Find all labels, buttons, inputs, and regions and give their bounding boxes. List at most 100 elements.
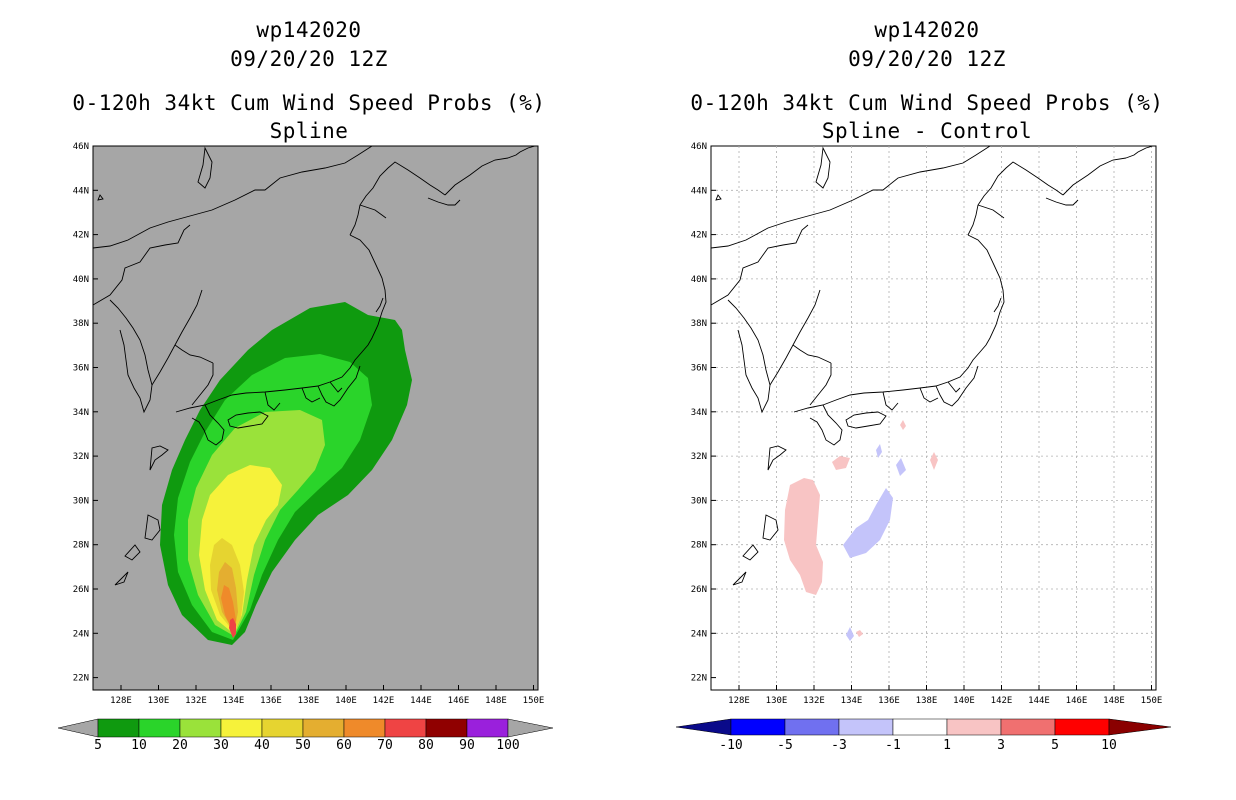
latitude-label: 22N <box>73 674 89 684</box>
colorbar-high-arrow <box>1108 718 1172 736</box>
contour-negative-1 <box>843 488 893 558</box>
colorbar-swatch <box>97 718 140 738</box>
latitude-labels: 46N 44N 42N 40N 38N 36N 34N 32N 30N 28N 26N 24N 22N <box>73 142 89 684</box>
latitude-label: 38N <box>691 319 707 329</box>
axis-ticks <box>711 145 1152 690</box>
latitude-label: 42N <box>691 231 707 241</box>
latitude-label: 36N <box>73 364 89 374</box>
latitude-label: 46N <box>691 142 707 152</box>
colorbar-swatch <box>1000 718 1056 736</box>
latitude-labels: 46N 44N 42N 40N 38N 36N 34N 32N 30N 28N 26N 24N 22N <box>691 142 707 684</box>
contour-positive-1 <box>930 452 938 470</box>
datetime-title: 09/20/20 12Z <box>848 47 1006 71</box>
product-title: 0-120h 34kt Cum Wind Speed Probs (%) <box>690 91 1164 115</box>
latitude-label: 24N <box>691 629 707 639</box>
longitude-label: 130E <box>148 696 170 706</box>
colorbar-swatch <box>892 718 948 736</box>
longitude-label: 136E <box>260 696 282 706</box>
colorbar-swatch <box>425 718 468 738</box>
colorbar-swatch <box>179 718 222 738</box>
longitude-label: 148E <box>485 696 507 706</box>
longitude-label: 128E <box>728 696 750 706</box>
colorbar-label: 20 <box>172 738 188 753</box>
colorbar-low-arrow <box>675 718 732 736</box>
colorbar-low-arrow <box>57 718 99 738</box>
colorbar-swatch <box>220 718 263 738</box>
latitude-label: 26N <box>73 585 89 595</box>
longitude-label: 134E <box>841 696 863 706</box>
longitude-label: 138E <box>298 696 320 706</box>
contour-70 <box>229 618 236 638</box>
latitude-label: 28N <box>73 541 89 551</box>
colorbar-label: 100 <box>496 738 519 753</box>
colorbar-high-arrow <box>507 718 554 738</box>
longitude-label: 132E <box>803 696 825 706</box>
colorbar-label: 3 <box>997 738 1005 753</box>
probability-contours <box>160 302 412 645</box>
latitude-label: 40N <box>691 275 707 285</box>
right-panel: wp142020 09/20/20 12Z 0-120h 34kt Cum Wi… <box>618 0 1236 800</box>
left-panel: wp142020 09/20/20 12Z 0-120h 34kt Cum Wi… <box>57 18 554 753</box>
latitude-label: 32N <box>691 452 707 462</box>
axis-ticks <box>93 145 534 690</box>
latitude-label: 22N <box>691 674 707 684</box>
colorbar-label: 10 <box>1101 738 1117 753</box>
colorbar-label: 80 <box>418 738 434 753</box>
colorbar-label: -1 <box>885 738 901 753</box>
colorbar: -10 -5 -3 -1 1 3 5 10 <box>675 718 1172 753</box>
coastlines <box>710 145 1154 586</box>
longitude-label: 138E <box>916 696 938 706</box>
colorbar-swatch <box>1054 718 1110 736</box>
product-title: 0-120h 34kt Cum Wind Speed Probs (%) <box>72 91 546 115</box>
latitude-label: 28N <box>691 541 707 551</box>
storm-id-title: wp142020 <box>256 18 362 42</box>
colorbar-label: 1 <box>943 738 951 753</box>
longitude-label: 142E <box>991 696 1013 706</box>
colorbar-label: 30 <box>213 738 229 753</box>
colorbar-swatch <box>784 718 840 736</box>
longitude-label: 134E <box>223 696 245 706</box>
colorbar-label: -10 <box>719 738 742 753</box>
contour-negative-1 <box>896 458 906 476</box>
contour-negative-1 <box>876 444 882 458</box>
colorbar-label: -5 <box>777 738 793 753</box>
difference-contours <box>784 420 938 641</box>
longitude-label: 148E <box>1103 696 1125 706</box>
longitude-label: 146E <box>1066 696 1088 706</box>
contour-positive-1 <box>832 456 850 470</box>
latitude-label: 38N <box>73 319 89 329</box>
storm-id-title: wp142020 <box>874 18 980 42</box>
latitude-label: 42N <box>73 231 89 241</box>
colorbar-swatch <box>730 718 786 736</box>
subtitle: Spline <box>269 119 349 143</box>
gridlines <box>711 146 1156 690</box>
latitude-label: 30N <box>691 496 707 506</box>
colorbar-swatch <box>384 718 427 738</box>
coastlines <box>92 145 536 586</box>
longitude-label: 150E <box>1141 696 1163 706</box>
longitude-labels: 128E 130E 132E 134E 136E 138E 140E 142E 144E 146E… <box>110 696 544 706</box>
longitude-label: 146E <box>448 696 470 706</box>
colorbar-swatch <box>838 718 894 736</box>
longitude-label: 140E <box>335 696 357 706</box>
colorbar-swatch <box>302 718 345 738</box>
colorbar: 5 10 20 30 40 50 60 70 80 90 100 <box>57 718 554 753</box>
longitude-label: 132E <box>185 696 207 706</box>
colorbar-label: 90 <box>459 738 475 753</box>
contour-positive-1 <box>900 420 906 430</box>
longitude-label: 136E <box>878 696 900 706</box>
contour-negative-1 <box>846 627 854 641</box>
datetime-title: 09/20/20 12Z <box>230 47 388 71</box>
latitude-label: 26N <box>691 585 707 595</box>
contour-positive-1 <box>784 478 823 595</box>
latitude-label: 30N <box>73 496 89 506</box>
subtitle: Spline - Control <box>821 119 1033 143</box>
longitude-label: 150E <box>523 696 545 706</box>
latitude-label: 24N <box>73 629 89 639</box>
map-background <box>710 145 1157 691</box>
latitude-label: 34N <box>73 408 89 418</box>
colorbar-swatch <box>343 718 386 738</box>
probability-map: 46N44N42N40N38N36N34N32N30N28N26N24N22N … <box>57 142 554 753</box>
latitude-label: 44N <box>73 186 89 196</box>
colorbar-label: 60 <box>336 738 352 753</box>
